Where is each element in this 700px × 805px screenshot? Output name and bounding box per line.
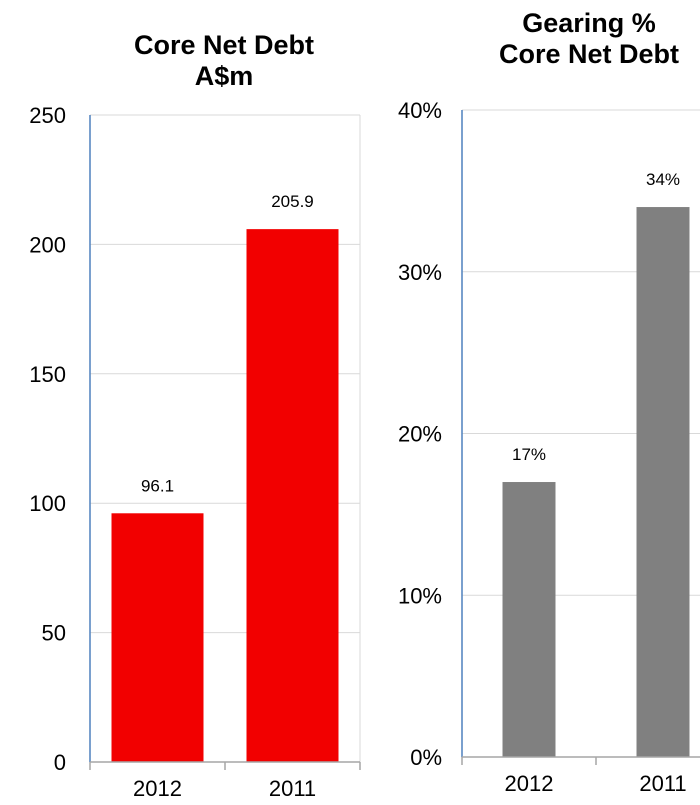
chart2-ytick-label: 40% [398,98,442,123]
chart2-bar [636,207,690,758]
chart1-xtick-label: 2012 [133,776,182,801]
chart1-title-line2: A$m [194,61,254,91]
chart1-title-line1: Core Net Debt [133,30,315,60]
chart2-ytick-label: 20% [398,422,442,447]
chart2-data-label: 17% [512,445,546,464]
chart1-ytick-label: 50 [42,621,66,646]
chart2-ytick-label: 0% [410,745,442,770]
chart1-data-label: 96.1 [141,476,174,495]
chart1-bar [111,513,204,762]
chart1-title: Core Net Debt A$m [80,30,368,92]
chart2-ytick-label: 30% [398,260,442,285]
chart1-ytick-label: 200 [29,232,66,257]
chart2-xtick-label: 2012 [505,771,554,796]
chart2-title-line1: Gearing % [522,8,656,38]
chart1-xtick-label: 2011 [269,776,316,801]
chart2-ytick-label: 10% [398,583,442,608]
chart1-ytick-label: 150 [29,362,66,387]
chart2-title-line2: Core Net Debt [498,39,680,69]
chart2-data-label: 34% [646,170,680,189]
chart1-ytick-label: 100 [29,491,66,516]
chart1-data-label: 205.9 [271,192,314,211]
chart1-ytick-label: 0 [54,750,66,775]
chart1-bar [246,229,339,762]
chart2-xtick-label: 2011 [639,771,686,796]
chart2-title: Gearing % Core Net Debt [445,8,700,70]
chart1-ytick-label: 250 [29,103,66,128]
chart2-bar [502,482,556,757]
